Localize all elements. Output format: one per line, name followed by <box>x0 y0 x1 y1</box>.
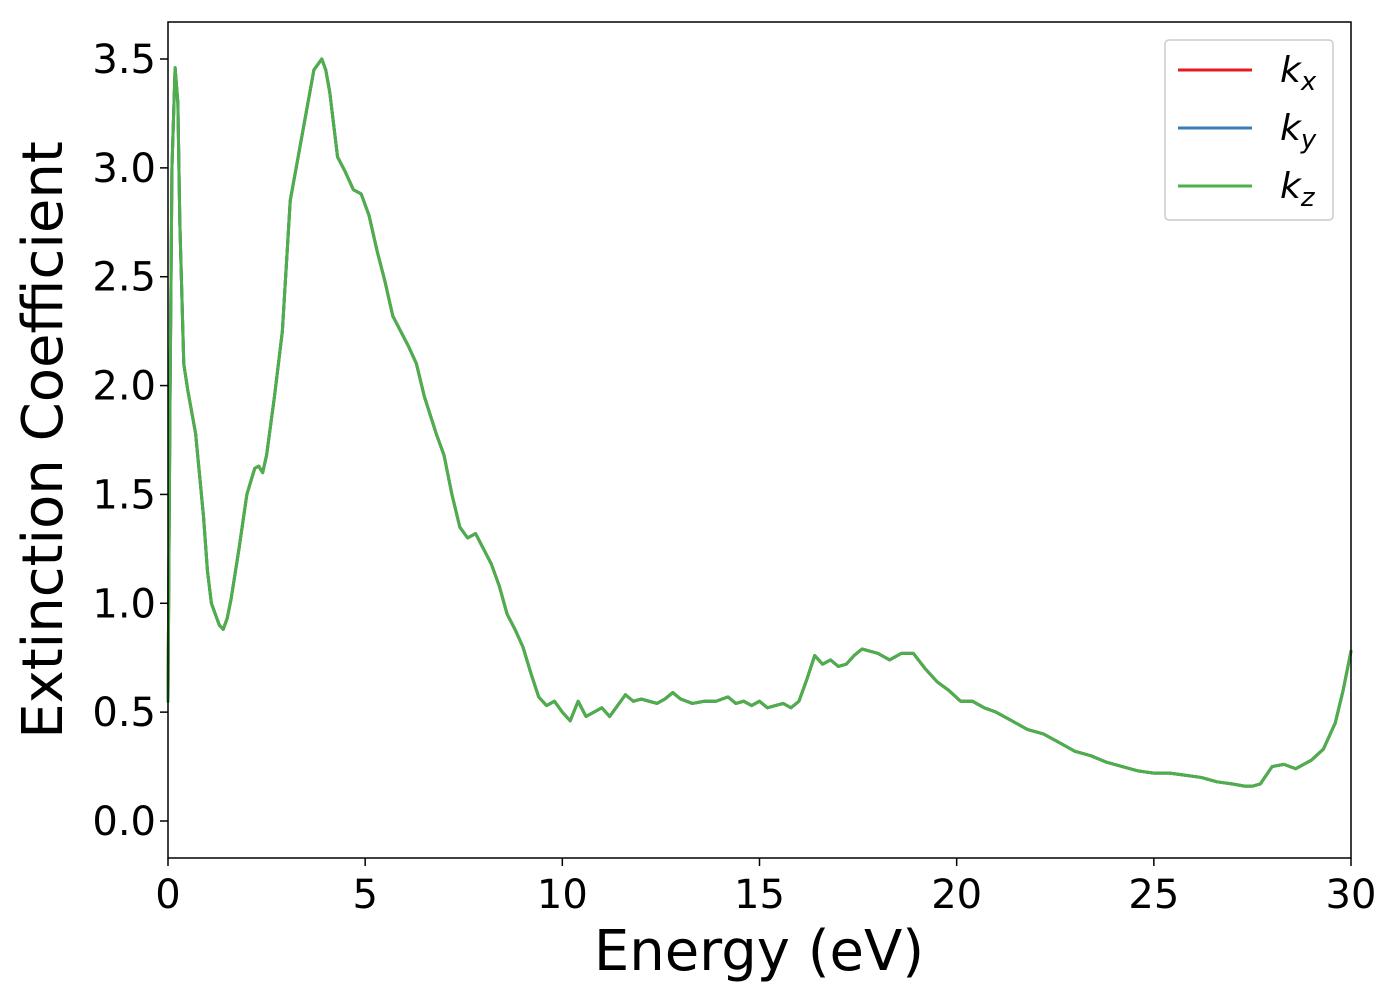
x-tick-label: 5 <box>352 872 377 918</box>
x-axis-title: Energy (eV) <box>594 919 924 984</box>
legend-label-kz: kz <box>1280 166 1316 213</box>
y-tick-label: 1.0 <box>92 581 156 627</box>
y-tick-label: 2.5 <box>92 255 156 301</box>
y-tick-label: 3.0 <box>92 146 156 192</box>
y-tick-label: 3.5 <box>92 37 156 83</box>
y-tick-label: 0.5 <box>92 690 156 736</box>
y-tick-label: 1.5 <box>92 472 156 518</box>
legend-label-kx: kx <box>1280 50 1317 97</box>
legend: kx ky kz <box>1164 39 1334 221</box>
x-tick-label: 15 <box>734 872 785 918</box>
series-lines <box>166 57 1353 788</box>
x-tick-label: 10 <box>537 872 588 918</box>
x-tick-label: 25 <box>1128 872 1179 918</box>
x-tick-label: 20 <box>931 872 982 918</box>
y-axis-title: Extinction Coefficient <box>11 141 76 739</box>
series-line-kz <box>166 57 1353 788</box>
x-tick-label: 30 <box>1326 872 1377 918</box>
x-axis-ticks: 0 5 10 15 20 25 30 <box>155 858 1376 918</box>
y-tick-label: 0.0 <box>92 799 156 845</box>
y-tick-label: 2.0 <box>92 364 156 410</box>
legend-label-ky: ky <box>1280 108 1317 155</box>
y-axis-ticks: 0.0 0.5 1.0 1.5 2.0 2.5 3.0 3.5 <box>92 37 168 845</box>
x-tick-label: 0 <box>155 872 180 918</box>
legend-box <box>1164 39 1334 221</box>
